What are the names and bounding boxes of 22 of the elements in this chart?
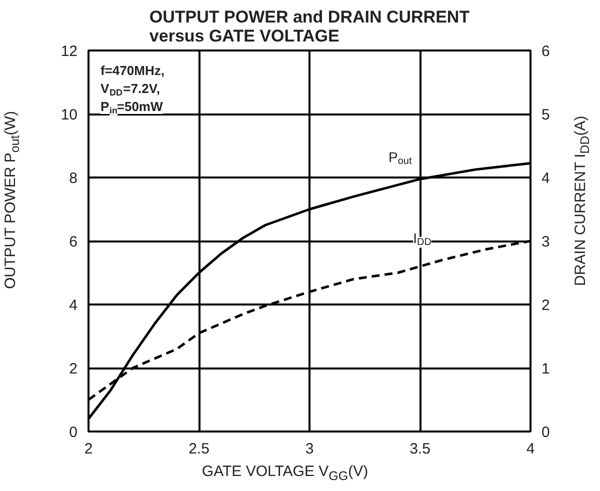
y-tick-label: 0 <box>69 424 78 441</box>
x-tick-label: 4 <box>526 440 535 458</box>
y2-tick-label: 4 <box>542 170 550 187</box>
x-axis-title: GATE VOLTAGE V$_{GG}$(V) <box>200 462 370 485</box>
y2-tick-label: 1 <box>542 360 550 378</box>
chart-title: OUTPUT POWER and DRAIN CURRENT versus GATE VOLTAGE <box>149 8 470 46</box>
x-tick-label: 2 <box>84 440 93 458</box>
x-tick-label: 3 <box>305 440 314 458</box>
y-tick-label: 8 <box>69 170 78 187</box>
y2-tick-label: 3 <box>542 234 550 250</box>
y2-tick-label: 5 <box>542 106 550 124</box>
y-tick-label: 6 <box>69 234 78 250</box>
y2-tick-label: 6 <box>542 43 550 60</box>
y-tick-label: 10 <box>60 106 78 124</box>
y-tick-label: 2 <box>69 360 78 378</box>
x-tick-label: 3.5 <box>410 440 430 458</box>
y-tick-label: 4 <box>69 297 78 314</box>
y-tick-label: 12 <box>60 43 78 60</box>
y2-tick-label: 2 <box>542 297 550 314</box>
x-tick-label: 2.5 <box>188 440 210 458</box>
annotation: f=470MHz, <box>100 63 164 78</box>
y2-tick-label: 0 <box>542 424 550 441</box>
